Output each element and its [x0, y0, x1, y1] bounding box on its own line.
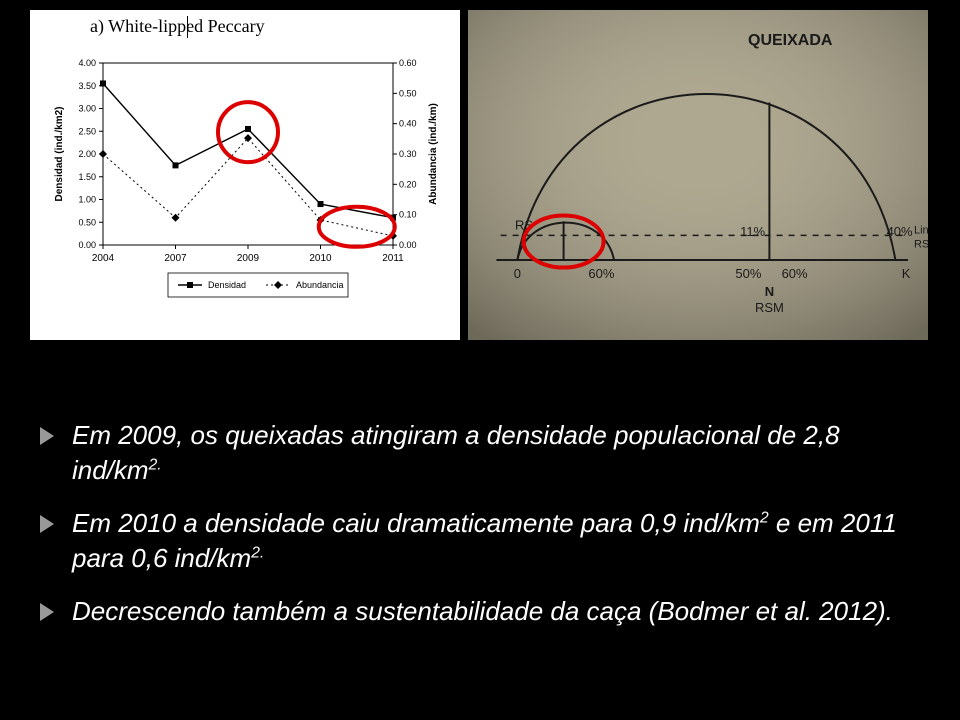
- fig-b: QUEIXADARS060%50%60%11%40%NRSMKLinhaRS: [468, 10, 928, 340]
- svg-text:RS: RS: [914, 238, 928, 250]
- svg-text:2009: 2009: [237, 253, 260, 264]
- svg-text:50%: 50%: [735, 266, 761, 281]
- svg-text:1.00: 1.00: [78, 195, 96, 205]
- svg-text:4.00: 4.00: [78, 58, 96, 68]
- bullet-text: Em 2009, os queixadas atingiram a densid…: [72, 418, 920, 488]
- svg-text:2010: 2010: [309, 253, 332, 264]
- bullet-text: Decrescendo também a sustentabilidade da…: [72, 594, 920, 629]
- svg-text:RSM: RSM: [755, 300, 784, 315]
- svg-text:0.50: 0.50: [399, 88, 417, 98]
- svg-text:3.50: 3.50: [78, 81, 96, 91]
- figure-row: a) White-lipped Peccary 0.00 0.50 1.00 1.50…: [30, 10, 930, 340]
- svg-text:3.00: 3.00: [78, 104, 96, 114]
- svg-text:0.40: 0.40: [399, 119, 417, 129]
- bullet-icon: [40, 427, 54, 445]
- svg-text:1.50: 1.50: [78, 172, 96, 182]
- svg-text:QUEIXADA: QUEIXADA: [748, 32, 833, 49]
- svg-text:2004: 2004: [92, 253, 115, 264]
- slide: a) White-lipped Peccary 0.00 0.50 1.00 1.50…: [0, 0, 960, 720]
- chart-a-svg: 0.00 0.50 1.00 1.50 2.00 2.50 3.00 3.50 4.00 0.00…: [48, 45, 448, 305]
- svg-text:60%: 60%: [588, 266, 614, 281]
- svg-text:2007: 2007: [164, 253, 187, 264]
- svg-text:0.60: 0.60: [399, 58, 417, 68]
- svg-text:2011: 2011: [382, 253, 404, 264]
- svg-text:0.20: 0.20: [399, 179, 417, 189]
- svg-text:Abundancia (ind./km): Abundancia (ind./km): [428, 103, 439, 205]
- fig-a-title: a) White-lipped Peccary: [90, 16, 265, 37]
- svg-text:40%: 40%: [887, 224, 913, 239]
- svg-text:2.50: 2.50: [78, 126, 96, 136]
- svg-text:K: K: [902, 266, 911, 281]
- bullet-3: Decrescendo também a sustentabilidade da…: [40, 594, 920, 629]
- title-divider: [187, 16, 188, 38]
- svg-text:0: 0: [514, 266, 521, 281]
- svg-text:Densidad (ind./km2): Densidad (ind./km2): [54, 106, 65, 201]
- bullet-list: Em 2009, os queixadas atingiram a densid…: [40, 400, 920, 647]
- svg-text:Linha: Linha: [914, 224, 928, 236]
- svg-text:0.00: 0.00: [399, 240, 417, 250]
- svg-text:60%: 60%: [782, 266, 808, 281]
- svg-text:2.00: 2.00: [78, 149, 96, 159]
- svg-text:Densidad: Densidad: [208, 280, 246, 290]
- svg-text:0.00: 0.00: [78, 240, 96, 250]
- bullet-2: Em 2010 a densidade caiu dramaticamente …: [40, 506, 920, 576]
- bullet-1: Em 2009, os queixadas atingiram a densid…: [40, 418, 920, 488]
- fig-a: a) White-lipped Peccary 0.00 0.50 1.00 1.50…: [30, 10, 460, 340]
- svg-text:N: N: [765, 284, 774, 299]
- svg-text:11%: 11%: [740, 224, 765, 239]
- svg-text:0.30: 0.30: [399, 149, 417, 159]
- chart-b-svg: QUEIXADARS060%50%60%11%40%NRSMKLinhaRS: [468, 10, 928, 340]
- bullet-text: Em 2010 a densidade caiu dramaticamente …: [72, 506, 920, 576]
- svg-text:Abundancia: Abundancia: [296, 280, 344, 290]
- bullet-icon: [40, 515, 54, 533]
- bullet-icon: [40, 603, 54, 621]
- svg-text:0.10: 0.10: [399, 210, 417, 220]
- svg-text:0.50: 0.50: [78, 217, 96, 227]
